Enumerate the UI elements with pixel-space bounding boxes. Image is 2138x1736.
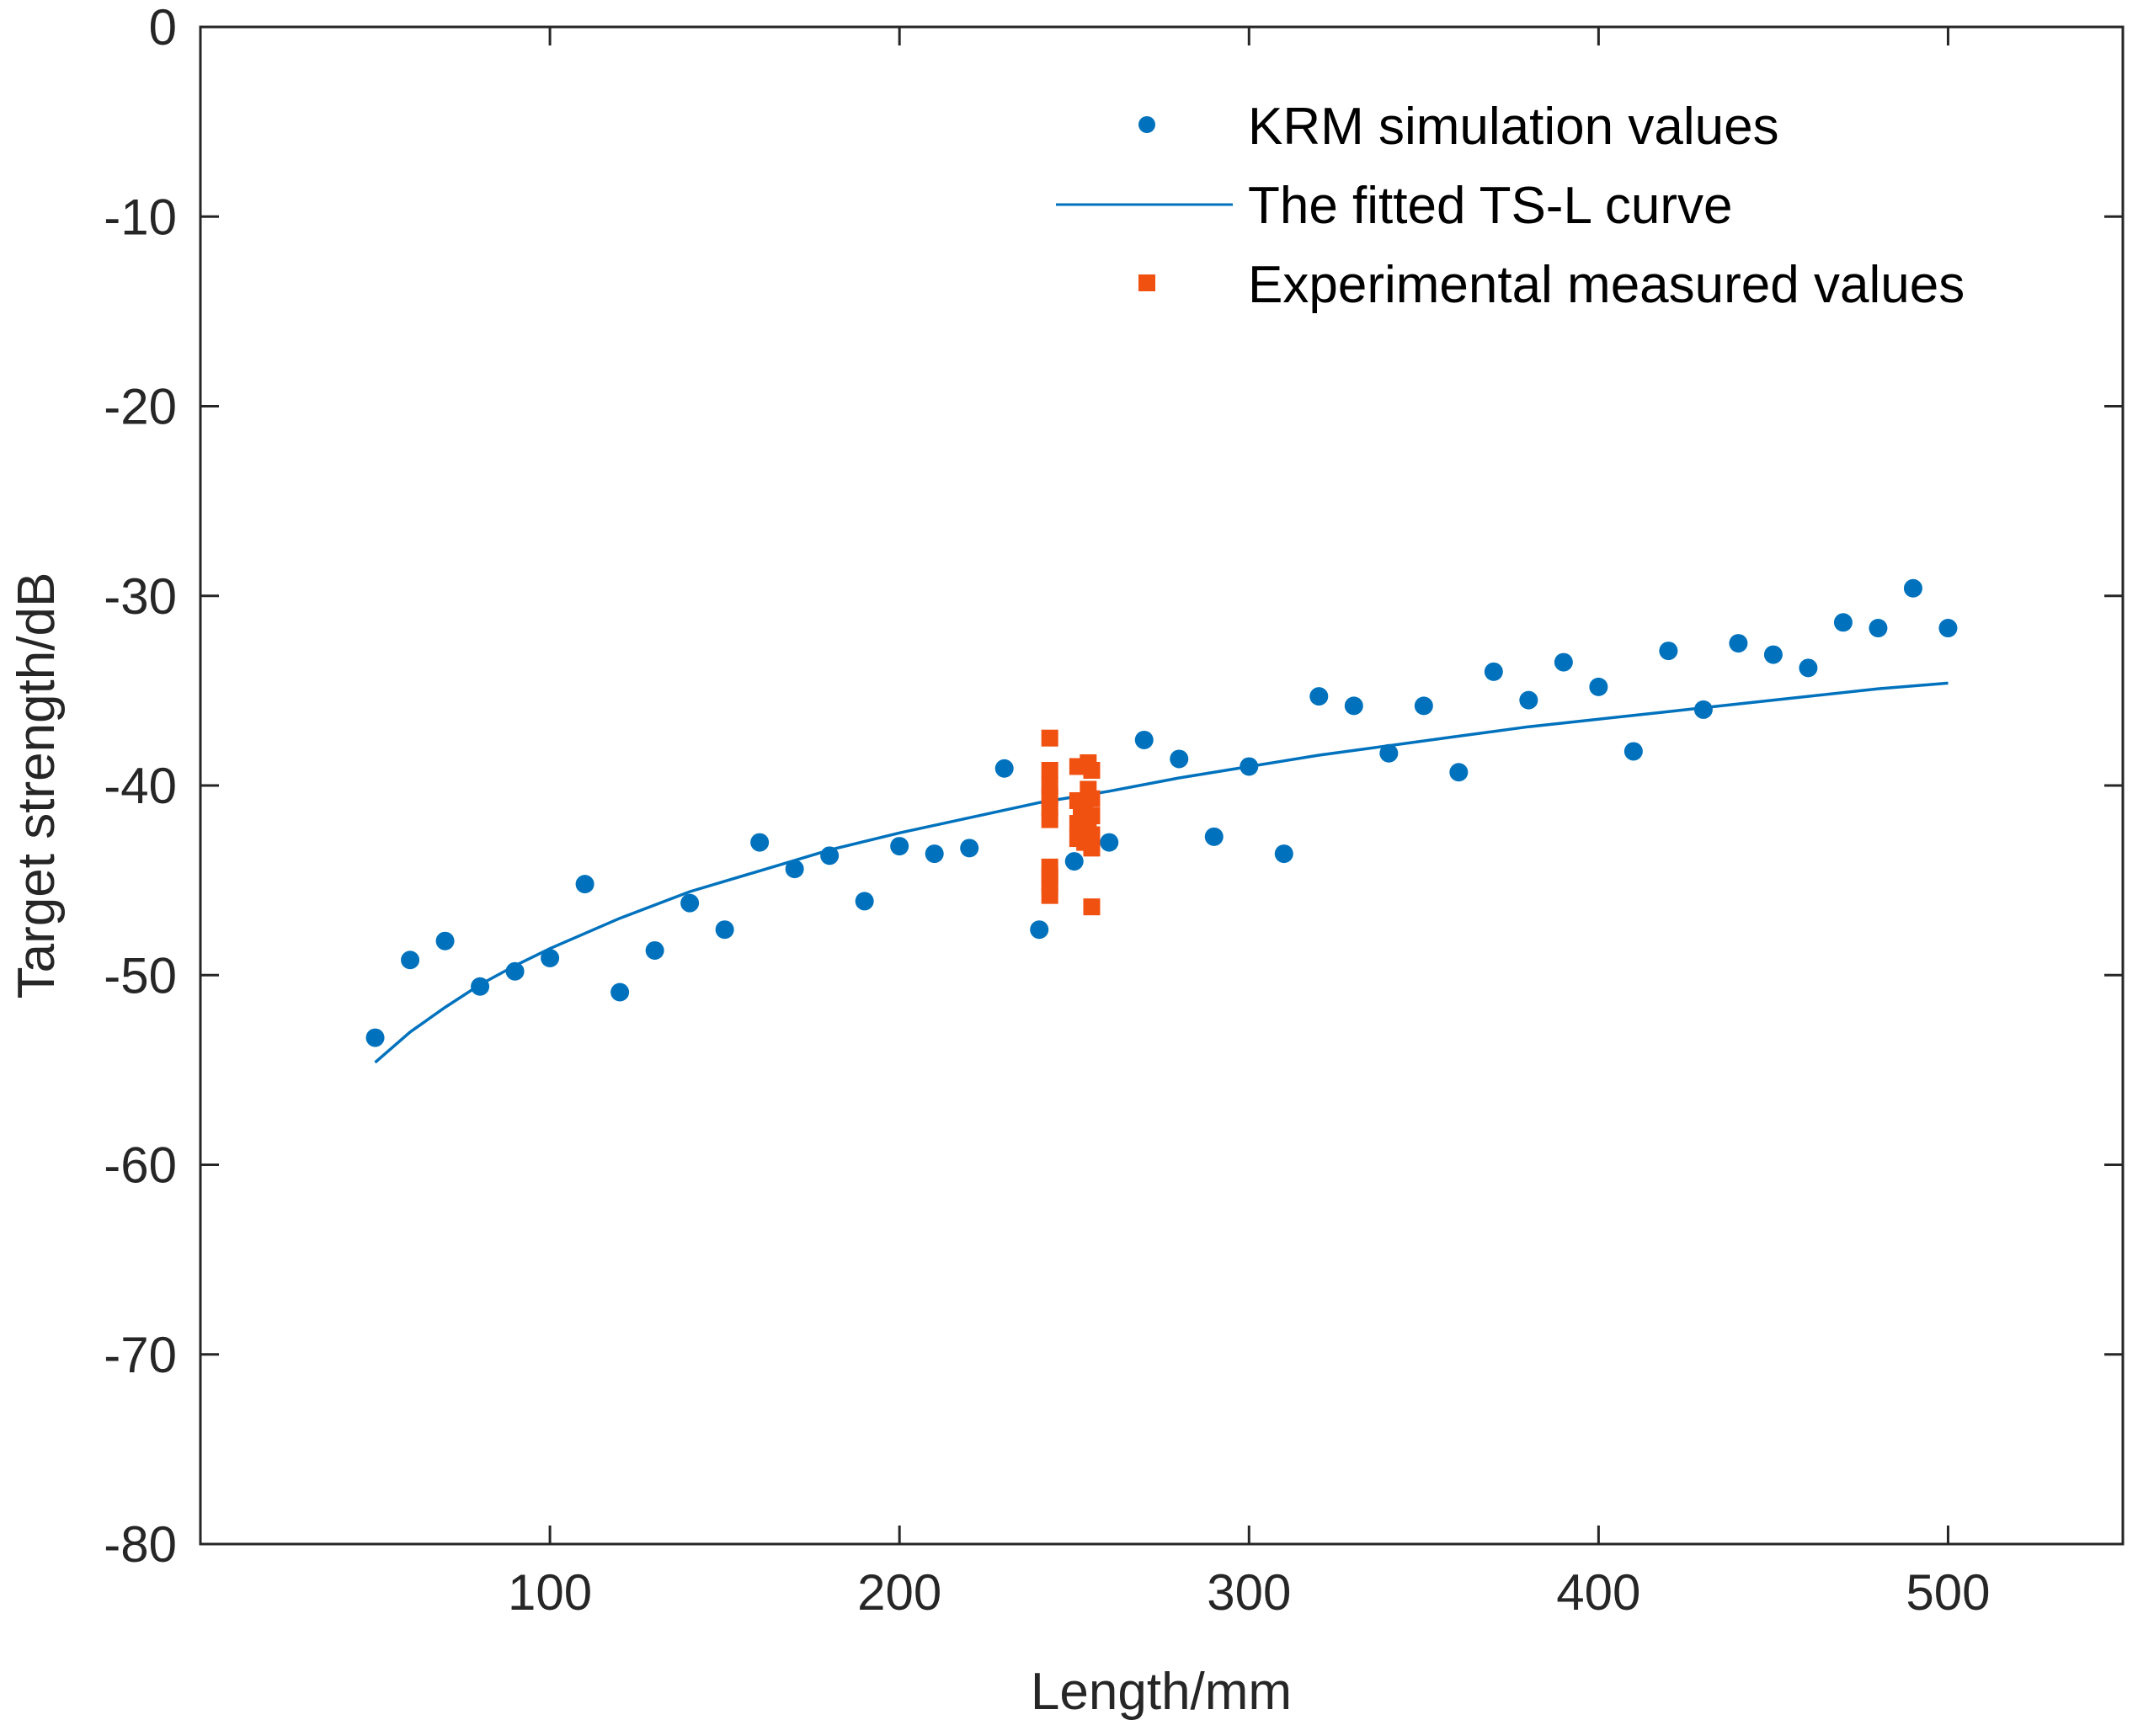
axes-frame xyxy=(199,25,2125,1546)
legend-label-simulation: KRM simulation values xyxy=(1248,98,1779,156)
krm-simulation-point xyxy=(1554,652,1573,672)
krm-simulation-point xyxy=(1623,742,1643,761)
y-axis: 0 -10 -20 -30 -40 -50 -60 -70 -80 xyxy=(104,0,2123,1573)
krm-simulation-point xyxy=(575,875,594,894)
krm-simulation-point xyxy=(890,837,909,856)
y-tick-label: -10 xyxy=(104,189,177,245)
krm-simulation-point xyxy=(1414,696,1433,716)
legend-label-experimental: Experimental measured values xyxy=(1248,256,1965,314)
krm-simulation-point xyxy=(855,892,874,911)
krm-simulation-point xyxy=(1100,833,1119,852)
legend: KRM simulation values The fitted TS-L cu… xyxy=(1056,98,1965,314)
krm-simulation-point xyxy=(1379,743,1399,763)
krm-simulation-point xyxy=(1204,827,1224,846)
krm-simulation-point xyxy=(1938,619,1958,638)
y-tick-label: -40 xyxy=(104,758,177,814)
y-tick-label: 0 xyxy=(149,0,177,56)
x-tick-label: 300 xyxy=(1207,1564,1291,1621)
krm-simulation-point xyxy=(1030,920,1049,940)
x-tick-label: 100 xyxy=(508,1564,592,1621)
krm-simulation-point xyxy=(925,844,944,864)
krm-simulation-point xyxy=(750,833,770,852)
y-tick-label: -30 xyxy=(104,568,177,625)
experimental-point xyxy=(1041,887,1058,904)
x-tick-label: 400 xyxy=(1556,1564,1640,1621)
krm-simulation-point xyxy=(1519,690,1538,710)
y-tick-label: -20 xyxy=(104,379,177,435)
krm-simulation-point xyxy=(1659,642,1678,661)
krm-simulation-point xyxy=(1134,730,1154,749)
krm-simulation-point xyxy=(1869,619,1888,638)
krm-simulation-point xyxy=(401,951,420,970)
krm-simulation-point xyxy=(435,931,455,951)
experimental-point xyxy=(1041,811,1058,828)
x-axis: 100 200 300 400 500 xyxy=(508,27,1991,1621)
krm-simulation-point xyxy=(1729,634,1748,653)
krm-simulation-point xyxy=(1344,696,1363,716)
legend-label-fit: The fitted TS-L curve xyxy=(1248,177,1732,235)
experimental-point xyxy=(1083,790,1101,807)
experimental-point xyxy=(1083,839,1101,857)
y-tick-label: -60 xyxy=(104,1137,177,1194)
krm-simulation-point xyxy=(1064,852,1084,871)
experimental-point xyxy=(1041,761,1058,779)
experimental-point xyxy=(1041,729,1058,747)
experimental-point xyxy=(1083,807,1101,825)
experimental-point xyxy=(1083,898,1101,916)
krm-simulation-point xyxy=(994,759,1014,778)
krm-simulation-point xyxy=(541,948,560,967)
y-tick-label: -50 xyxy=(104,947,177,1004)
x-tick-label: 500 xyxy=(1906,1564,1990,1621)
krm-simulation-point xyxy=(1693,700,1713,719)
y-axis-title: Target strength/dB xyxy=(8,572,66,999)
krm-simulation-point xyxy=(1833,613,1853,632)
fitted-ts-l-curve xyxy=(374,681,1949,1064)
legend-marker-simulation xyxy=(1138,116,1155,133)
x-tick-label: 200 xyxy=(857,1564,941,1621)
krm-simulation-point xyxy=(645,940,664,960)
krm-simulation-point xyxy=(1903,578,1922,598)
krm-simulation-point xyxy=(1763,645,1783,664)
krm-simulation-point xyxy=(365,1028,385,1047)
experimental-point xyxy=(1041,777,1058,794)
experimental-point xyxy=(1083,826,1101,844)
krm-simulation-point xyxy=(715,920,734,940)
krm-simulation-point xyxy=(1274,844,1293,864)
krm-simulation-point xyxy=(610,982,630,1002)
y-tick-label: -70 xyxy=(104,1327,177,1383)
krm-simulation-point xyxy=(1309,687,1329,706)
krm-simulation-point xyxy=(1170,749,1189,769)
experimental-point xyxy=(1083,761,1101,779)
krm-simulation-point xyxy=(1449,763,1469,782)
krm-simulation-point xyxy=(960,839,979,858)
plot-area xyxy=(365,578,1958,1064)
krm-simulation-point xyxy=(680,893,700,913)
krm-simulation-point xyxy=(1484,662,1503,681)
x-axis-title: Length/mm xyxy=(1031,1663,1292,1721)
legend-marker-experimental xyxy=(1138,274,1155,291)
krm-simulation-point xyxy=(1589,677,1608,696)
krm-simulation-point xyxy=(1799,658,1818,678)
krm-simulation-point xyxy=(785,860,804,879)
y-tick-label: -80 xyxy=(104,1516,177,1573)
